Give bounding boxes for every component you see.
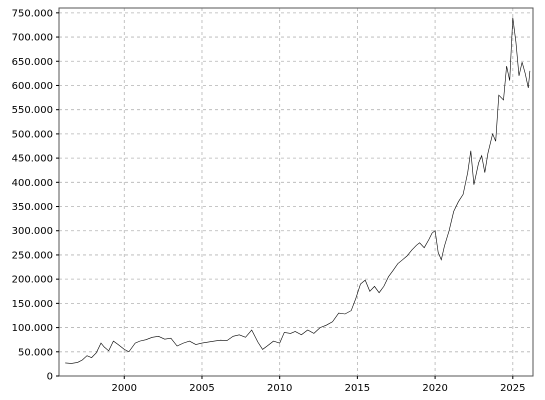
- y-tick-label: 200.000: [12, 275, 53, 286]
- y-tick-label: 50.000: [18, 347, 53, 358]
- y-tick-label: 600.000: [12, 81, 53, 92]
- grid: [59, 8, 533, 377]
- x-tick-label: 2015: [345, 383, 370, 394]
- y-tick-label: 750.000: [12, 8, 53, 19]
- y-tick-label: 450.000: [12, 154, 53, 165]
- y-tick-label: 700.000: [12, 33, 53, 44]
- y-axis: 0 50.000 100.000 150.000 200.000 250.000 300.0…: [12, 8, 59, 383]
- x-tick-label: 2005: [189, 383, 214, 394]
- y-tick-label: 350.000: [12, 202, 53, 213]
- x-tick-label: 2000: [112, 383, 137, 394]
- plot-border: [58, 7, 534, 377]
- x-tick-label: 2025: [500, 383, 525, 394]
- y-tick-label: 650.000: [12, 57, 53, 68]
- series-layer: [65, 17, 531, 364]
- x-tick-label: 2010: [267, 383, 292, 394]
- series-line: [65, 17, 531, 364]
- y-tick-label: 0: [47, 372, 53, 383]
- y-tick-label: 250.000: [12, 250, 53, 261]
- y-tick-label: 400.000: [12, 178, 53, 189]
- y-tick-label: 550.000: [12, 105, 53, 116]
- y-tick-label: 500.000: [12, 129, 53, 140]
- y-tick-label: 150.000: [12, 299, 53, 310]
- x-tick-label: 2020: [422, 383, 447, 394]
- x-axis: 2000 2005 2010 2015 2020 2025: [112, 376, 526, 394]
- y-tick-label: 100.000: [12, 323, 53, 334]
- y-tick-label: 300.000: [12, 226, 53, 237]
